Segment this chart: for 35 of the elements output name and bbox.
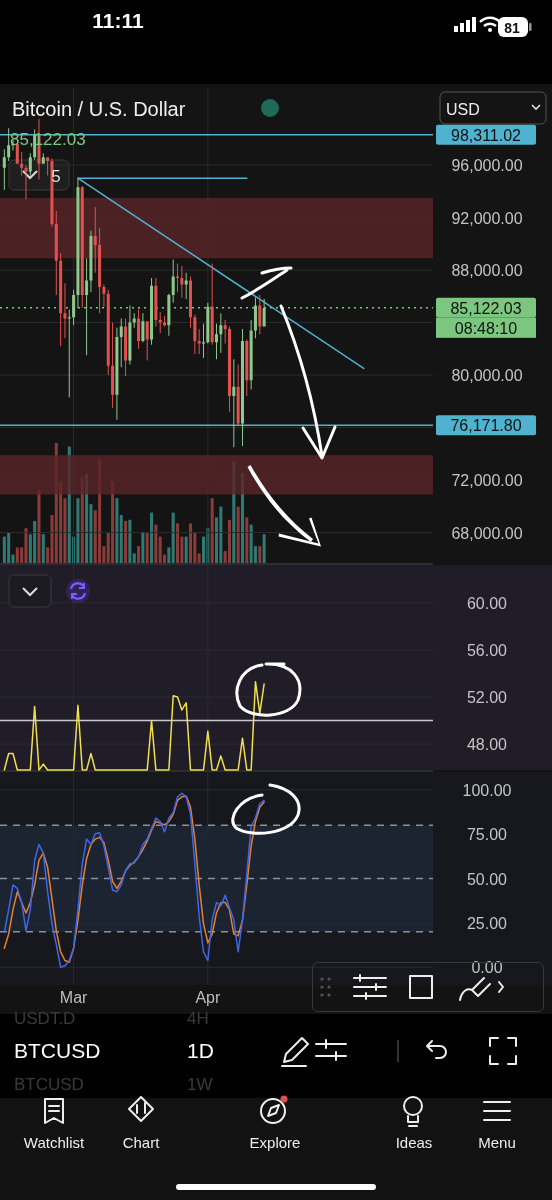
y-tick-label: 68,000.00 [451,524,523,542]
ref-line-label: 98,311.02 [451,126,522,144]
text: Bitcoin / U.S. Dollar [12,98,186,120]
text: Explore [249,1134,301,1151]
text: BTCUSD [14,1075,84,1094]
ref-line-label: 85,122.03 [450,299,522,317]
y-tick-label: 88,000.00 [451,262,523,280]
y-tick-label: 92,000.00 [451,209,523,227]
text: Ideas [395,1134,433,1151]
y-tick-label: 48.00 [466,736,508,754]
text: 1W [187,1075,213,1094]
text: Menu [478,1134,516,1151]
text: 11:11 [92,9,145,32]
y-tick-label: 56.00 [466,641,508,659]
y-tick-label: 75.00 [466,826,508,844]
y-tick-label: 52.00 [466,688,508,706]
y-tick-label: 50.00 [466,870,508,888]
y-tick-label: 100.00 [462,781,512,799]
x-tick-label: Apr [195,989,221,1006]
text: BTCUSD [14,1039,101,1062]
text: 81 [504,20,520,36]
ref-line-label: 76,171.80 [450,417,522,435]
text: 4H [187,1009,209,1028]
y-tick-label: 72,000.00 [451,472,523,490]
y-tick-label: 60.00 [466,594,508,612]
y-tick-label: 25.00 [466,914,508,932]
text: 1D [187,1039,214,1062]
y-tick-label: 96,000.00 [451,157,523,175]
x-tick-label: Mar [59,989,89,1006]
text: 08:48:10 [454,319,518,337]
text: Watchlist [23,1134,85,1151]
y-tick-label: 80,000.00 [451,367,523,385]
text: Chart [122,1134,161,1151]
text: USD [446,101,480,118]
text: USDT.D [14,1009,76,1028]
